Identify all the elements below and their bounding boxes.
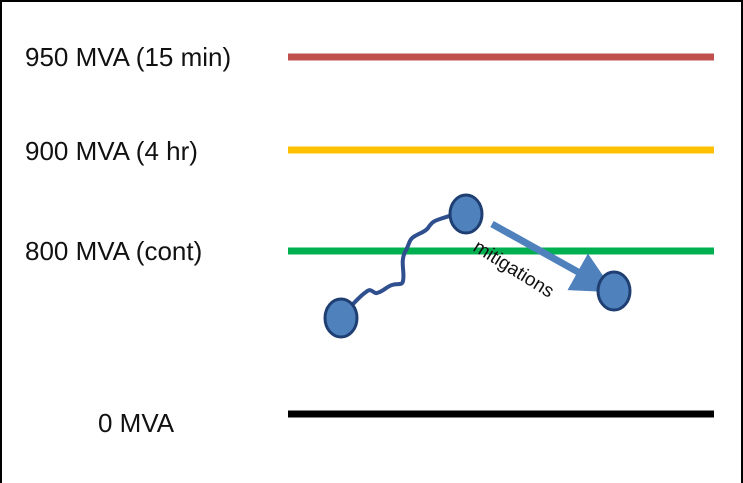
label-0: 0 MVA — [98, 408, 175, 438]
mitigations-label: mitigations — [469, 236, 557, 302]
label-800: 800 MVA (cont) — [25, 236, 202, 266]
start-node — [323, 297, 359, 339]
mitigation-arrow — [490, 220, 615, 293]
peak-node — [448, 193, 484, 235]
label-900: 900 MVA (4 hr) — [25, 136, 198, 166]
end-node — [596, 270, 632, 312]
loading-trajectory — [341, 211, 462, 317]
label-950: 950 MVA (15 min) — [25, 42, 231, 72]
